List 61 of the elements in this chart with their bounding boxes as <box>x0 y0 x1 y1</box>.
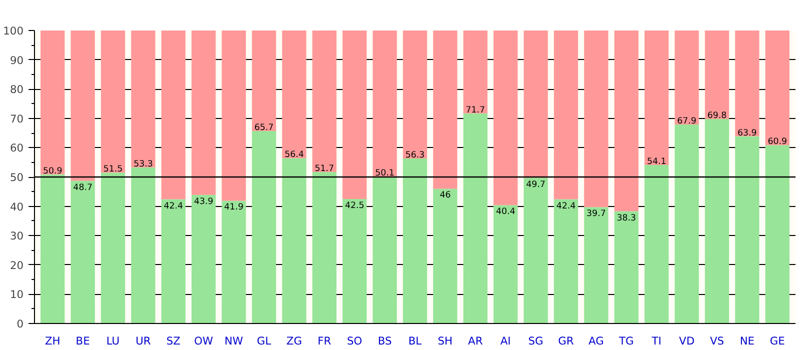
data-label: 40.4 <box>496 207 516 218</box>
data-label: 46 <box>440 190 451 201</box>
data-label: 56.3 <box>405 150 425 161</box>
data-label: 56.4 <box>284 150 304 160</box>
data-label: 51.5 <box>103 164 123 175</box>
x-tick-label: TG <box>618 334 634 348</box>
x-tick-label: ZG <box>286 334 302 348</box>
x-tick-label: VD <box>679 334 695 348</box>
x-tick-label: BE <box>76 334 90 348</box>
x-tick-label: BL <box>408 334 422 348</box>
data-label: 41.9 <box>224 202 244 213</box>
data-label: 71.7 <box>466 105 486 116</box>
x-tick-label: GL <box>256 334 272 348</box>
data-label: 69.8 <box>707 110 727 121</box>
data-label: 50.1 <box>375 168 394 179</box>
x-tick-label: NW <box>224 334 244 348</box>
x-tick-label: TI <box>650 334 662 348</box>
data-label: 67.9 <box>677 116 696 127</box>
y-tick-label: 100 <box>3 24 24 38</box>
data-label: 49.7 <box>526 180 546 190</box>
data-label: 65.7 <box>254 123 274 133</box>
x-tick-label: BS <box>378 334 392 348</box>
data-label: 53.3 <box>134 159 153 170</box>
y-tick-label: 80 <box>10 83 24 96</box>
data-label: 39.7 <box>586 209 606 220</box>
x-tick-label: OW <box>194 334 214 348</box>
x-tick-label: AG <box>588 334 604 348</box>
data-label: 43.9 <box>194 196 214 207</box>
data-label: 48.7 <box>73 182 92 193</box>
y-tick-label: 90 <box>10 54 24 67</box>
y-tick-label: 50 <box>10 171 24 184</box>
y-tick-label: 40 <box>10 200 24 214</box>
y-tick-label: 20 <box>10 258 24 272</box>
y-tick-label: 10 <box>10 288 24 302</box>
x-tick-label: SZ <box>166 334 180 348</box>
x-tick-label: AR <box>468 334 484 348</box>
data-label: 42.4 <box>164 201 184 212</box>
data-label: 54.1 <box>646 156 666 167</box>
x-tick-label: SH <box>438 334 453 348</box>
data-label: 42.4 <box>556 201 576 212</box>
x-tick-label: GR <box>558 334 574 348</box>
data-label: 60.9 <box>768 137 788 148</box>
x-tick-label: AI <box>500 334 511 348</box>
x-tick-label: VS <box>710 334 724 348</box>
data-label: 38.3 <box>616 213 636 224</box>
x-tick-label: SG <box>528 334 544 348</box>
y-tick-label: 70 <box>10 112 24 126</box>
y-tick-label: 30 <box>10 230 24 243</box>
x-tick-label: SO <box>347 334 362 348</box>
data-label: 51.7 <box>314 164 334 174</box>
data-label: 63.9 <box>738 128 757 138</box>
x-tick-label: GE <box>770 334 786 348</box>
x-tick-label: NE <box>740 334 755 348</box>
y-tick-label: 60 <box>10 142 24 155</box>
x-tick-label: FR <box>318 334 332 348</box>
x-tick-label: UR <box>136 334 152 348</box>
data-label: 50.9 <box>42 166 62 176</box>
y-tick-label: 0 <box>16 318 24 330</box>
x-tick-label: LU <box>106 334 120 348</box>
data-label: 42.5 <box>344 200 364 211</box>
x-tick-label: ZH <box>44 334 60 348</box>
